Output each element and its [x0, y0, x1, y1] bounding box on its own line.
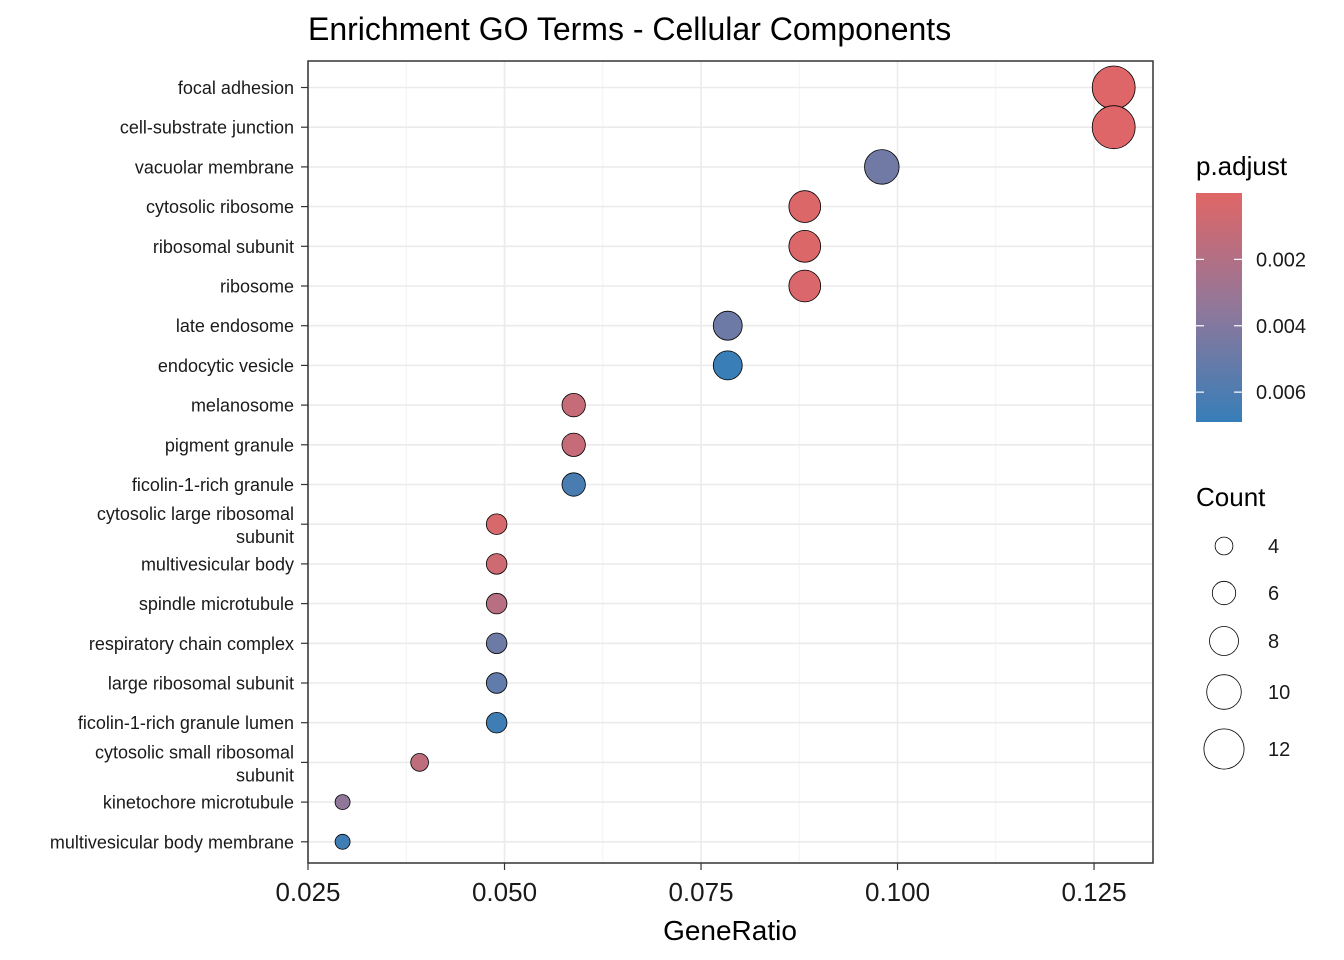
- p-adjust-legend: p.adjust 0.002 0.004 0.006: [1196, 151, 1306, 422]
- grid: [307, 61, 1153, 863]
- y-tick-label: large ribosomal subunit: [108, 674, 294, 694]
- data-point: [788, 230, 822, 263]
- count-key-circle: [1209, 626, 1239, 656]
- data-point: [485, 712, 508, 734]
- y-tick-label: vacuolar membrane: [135, 157, 294, 177]
- data-point: [485, 553, 508, 575]
- x-tick-label: 0.050: [472, 877, 537, 907]
- data-point: [334, 794, 351, 810]
- count-legend: Count 4 6 8 10 12: [1196, 482, 1290, 770]
- data-point: [410, 753, 429, 772]
- colorbar-tick-label: 0.002: [1256, 249, 1306, 271]
- y-tick-label: cytosolic ribosome: [146, 197, 294, 217]
- y-tick-label: endocytic vesicle: [158, 356, 294, 376]
- data-point: [561, 432, 586, 457]
- data-point: [712, 350, 743, 381]
- y-tick-label: ficolin-1-rich granule: [132, 475, 294, 495]
- y-tick-label: focal adhesion: [178, 78, 294, 98]
- x-axis-title: GeneRatio: [663, 915, 797, 946]
- colorbar-tick-label: 0.006: [1256, 382, 1306, 404]
- data-point: [864, 149, 900, 185]
- data-point: [485, 672, 508, 694]
- data-point: [1091, 65, 1136, 110]
- x-axis: 0.025 0.050 0.075 0.100 0.125: [275, 863, 1127, 907]
- p-adjust-colorbar: [1196, 193, 1242, 422]
- chart-title: Enrichment GO Terms - Cellular Component…: [308, 11, 951, 47]
- plot-panel-border: [307, 60, 1154, 864]
- y-tick-label: spindle microtubule: [139, 594, 294, 614]
- y-tick-label: ficolin-1-rich granule lumen: [78, 713, 294, 733]
- count-key-label: 10: [1268, 682, 1290, 704]
- y-tick-label: late endosome: [176, 316, 294, 336]
- count-legend-title: Count: [1196, 482, 1266, 512]
- y-tick-label: ribosomal subunit: [153, 237, 294, 257]
- data-point: [485, 592, 508, 615]
- y-tick-label: respiratory chain complex: [89, 634, 294, 654]
- y-tick-label: multivesicular body: [141, 554, 294, 574]
- y-tick-label: kinetochore microtubule: [103, 793, 294, 813]
- y-tick-label: cytosolic small ribosomal subunit: [95, 742, 294, 785]
- colorbar-tick-label: 0.004: [1256, 316, 1306, 338]
- count-key-circle: [1211, 580, 1237, 606]
- y-tick-label: multivesicular body membrane: [50, 832, 294, 852]
- p-adjust-legend-title: p.adjust: [1196, 151, 1288, 181]
- count-key-label: 4: [1268, 536, 1279, 558]
- y-tick-label: ribosome: [220, 277, 294, 297]
- x-tick-label: 0.075: [668, 877, 733, 907]
- data-point: [1091, 105, 1136, 150]
- data-points: [334, 65, 1136, 850]
- x-tick-label: 0.100: [865, 877, 930, 907]
- y-tick-label: melanosome: [191, 396, 294, 416]
- x-tick-label: 0.025: [275, 877, 340, 907]
- data-point: [712, 310, 743, 341]
- data-point: [788, 190, 822, 223]
- data-point: [561, 472, 586, 497]
- y-tick-label: pigment granule: [165, 435, 294, 455]
- data-point: [788, 269, 822, 303]
- y-tick-label: cell-substrate junction: [120, 118, 294, 138]
- y-tick-label: cytosolic large ribosomal subunit: [97, 504, 294, 547]
- data-point: [485, 513, 508, 535]
- data-point: [561, 392, 586, 418]
- count-key-circle: [1214, 536, 1234, 556]
- count-key-label: 12: [1268, 739, 1290, 761]
- data-point: [485, 632, 508, 655]
- count-key-label: 8: [1268, 631, 1279, 653]
- count-key-circle: [1206, 674, 1242, 710]
- x-tick-label: 0.125: [1062, 877, 1127, 907]
- y-axis: focal adhesion cell-substrate junction vac…: [50, 78, 308, 852]
- count-key-label: 6: [1268, 583, 1279, 605]
- data-point: [334, 833, 351, 850]
- count-key-circle: [1203, 728, 1245, 770]
